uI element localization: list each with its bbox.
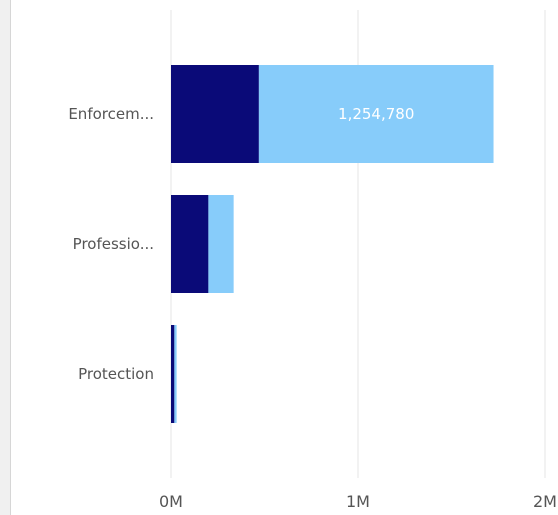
bar-0-series-0[interactable] — [171, 65, 259, 163]
x-tick-label-2: 2M — [533, 492, 557, 511]
panel-left-border — [0, 0, 11, 515]
bar-1-series-0[interactable] — [171, 195, 209, 293]
category-label-0: Enforcem... — [68, 105, 154, 123]
bar-0-series-1[interactable] — [258, 65, 494, 163]
bar-2-series-1[interactable] — [174, 325, 177, 423]
category-label-2: Protection — [78, 365, 154, 383]
data-label-0: 1,254,780 — [338, 105, 414, 123]
bar-1-series-1[interactable] — [208, 195, 234, 293]
x-tick-label-0: 0M — [159, 492, 183, 511]
bar-2-series-0[interactable] — [171, 325, 175, 423]
category-label-1: Professio... — [73, 235, 154, 253]
x-tick-label-1: 1M — [346, 492, 370, 511]
